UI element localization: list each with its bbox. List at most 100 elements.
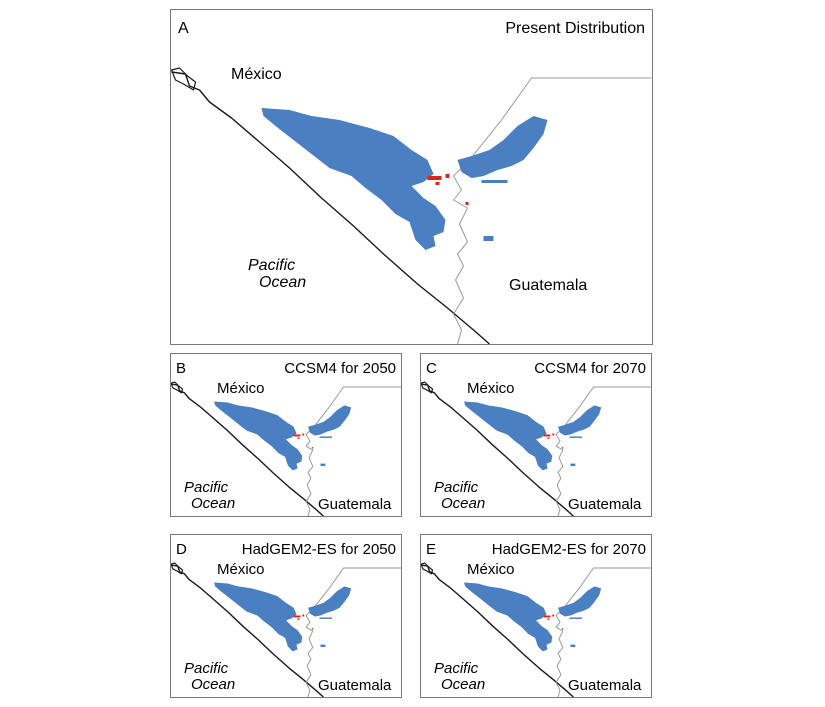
highlight-point bbox=[543, 615, 551, 618]
distribution-east-range bbox=[558, 405, 602, 436]
panel-title: CCSM4 for 2070 bbox=[534, 360, 646, 377]
ocean-label: Pacific Ocean bbox=[427, 661, 485, 693]
ocean-label-line1: Pacific bbox=[184, 660, 229, 677]
distribution-outlier bbox=[570, 463, 576, 467]
country-label-mexico: México bbox=[467, 561, 515, 578]
highlight-point bbox=[311, 628, 314, 630]
country-label-guatemala: Guatemala bbox=[509, 277, 588, 294]
country-label-guatemala: Guatemala bbox=[568, 496, 642, 513]
highlight-point bbox=[547, 618, 550, 620]
map-panel-c: C CCSM4 for 2070 México Guatemala Pacifi… bbox=[420, 353, 652, 517]
panel-letter: B bbox=[176, 360, 187, 377]
ocean-label-line1: Pacific bbox=[434, 660, 479, 677]
highlight-point bbox=[297, 618, 300, 620]
panel-letter: D bbox=[176, 541, 187, 558]
country-border bbox=[454, 78, 652, 344]
highlight-point bbox=[552, 614, 555, 617]
ocean-label: Pacific Ocean bbox=[427, 480, 485, 512]
map-panel-a: A Present Distribution México Guatemala … bbox=[170, 9, 653, 345]
distribution-outlier bbox=[569, 617, 582, 619]
map-panel-b: B CCSM4 for 2050 México Guatemala Pacifi… bbox=[170, 353, 402, 517]
map-a-svg bbox=[171, 10, 652, 344]
panel-letter: A bbox=[178, 20, 189, 37]
highlight-point bbox=[547, 437, 550, 439]
highlight-point bbox=[302, 614, 305, 617]
country-border bbox=[556, 387, 651, 516]
panel-title: HadGEM2-ES for 2070 bbox=[491, 541, 646, 558]
map-panel-e: E HadGEM2-ES for 2070 México Guatemala P… bbox=[420, 534, 652, 698]
distribution-outlier bbox=[570, 644, 576, 648]
lagoon-outline bbox=[421, 563, 433, 574]
highlight-point bbox=[561, 628, 564, 630]
panel-letter: E bbox=[426, 541, 437, 558]
panel-title: Present Distribution bbox=[505, 20, 645, 37]
distribution-main-range bbox=[261, 108, 446, 250]
distribution-main-range bbox=[214, 401, 303, 471]
country-label-guatemala: Guatemala bbox=[318, 496, 392, 513]
distribution-outlier bbox=[319, 617, 332, 619]
panel-title: HadGEM2-ES for 2050 bbox=[241, 541, 396, 558]
ocean-label-line1: Pacific bbox=[184, 479, 229, 496]
ocean-label-line2: Ocean bbox=[441, 494, 486, 512]
country-label-mexico: México bbox=[217, 380, 265, 397]
coastline bbox=[172, 72, 490, 344]
ocean-label-line2: Ocean bbox=[191, 494, 236, 512]
country-label-mexico: México bbox=[467, 380, 515, 397]
panel-letter: C bbox=[426, 360, 437, 377]
coastline bbox=[171, 384, 323, 516]
highlight-point bbox=[311, 447, 314, 449]
distribution-outlier bbox=[483, 236, 494, 241]
distribution-outlier bbox=[320, 644, 326, 648]
country-label-guatemala: Guatemala bbox=[318, 677, 392, 694]
panel-title: CCSM4 for 2050 bbox=[284, 360, 396, 377]
distribution-east-range bbox=[308, 586, 352, 617]
distribution-outlier bbox=[319, 436, 332, 438]
highlight-point bbox=[297, 437, 300, 439]
highlight-point bbox=[293, 615, 301, 618]
highlight-point bbox=[293, 434, 301, 437]
ocean-label-line2: Ocean bbox=[441, 675, 486, 693]
lagoon-outline bbox=[171, 382, 183, 393]
country-border bbox=[306, 387, 401, 516]
map-d-svg bbox=[171, 535, 401, 697]
map-b-svg bbox=[171, 354, 401, 516]
distribution-east-range bbox=[558, 586, 602, 617]
highlight-point bbox=[445, 174, 450, 178]
ocean-label: Pacific Ocean bbox=[177, 480, 235, 512]
ocean-label-line2: Ocean bbox=[259, 273, 307, 291]
lagoon-outline bbox=[172, 68, 196, 90]
ocean-label-line1: Pacific bbox=[434, 479, 479, 496]
map-c-svg bbox=[421, 354, 651, 516]
coastline bbox=[421, 565, 573, 697]
distribution-east-range bbox=[308, 405, 352, 436]
country-label-guatemala: Guatemala bbox=[568, 677, 642, 694]
distribution-outlier bbox=[481, 180, 508, 183]
country-border bbox=[556, 568, 651, 697]
lagoon-outline bbox=[421, 382, 433, 393]
ocean-label: Pacific Ocean bbox=[237, 257, 307, 292]
country-label-mexico: México bbox=[231, 66, 282, 83]
distribution-outlier bbox=[569, 436, 582, 438]
highlight-point bbox=[552, 433, 555, 436]
distribution-east-range bbox=[457, 116, 548, 178]
highlight-point bbox=[302, 433, 305, 436]
distribution-main-range bbox=[464, 401, 553, 471]
ocean-label-line1: Pacific bbox=[248, 257, 296, 274]
highlight-point bbox=[561, 447, 564, 449]
country-label-mexico: México bbox=[217, 561, 265, 578]
distribution-main-range bbox=[214, 582, 303, 652]
highlight-point bbox=[435, 182, 440, 185]
highlight-point bbox=[465, 202, 469, 205]
distribution-main-range bbox=[464, 582, 553, 652]
highlight-point bbox=[543, 434, 551, 437]
lagoon-outline bbox=[171, 563, 183, 574]
distribution-outlier bbox=[320, 463, 326, 467]
country-border bbox=[306, 568, 401, 697]
ocean-label: Pacific Ocean bbox=[177, 661, 235, 693]
coastline bbox=[171, 565, 323, 697]
map-e-svg bbox=[421, 535, 651, 697]
map-panel-d: D HadGEM2-ES for 2050 México Guatemala P… bbox=[170, 534, 402, 698]
ocean-label-line2: Ocean bbox=[191, 675, 236, 693]
coastline bbox=[421, 384, 573, 516]
highlight-point bbox=[427, 176, 442, 180]
